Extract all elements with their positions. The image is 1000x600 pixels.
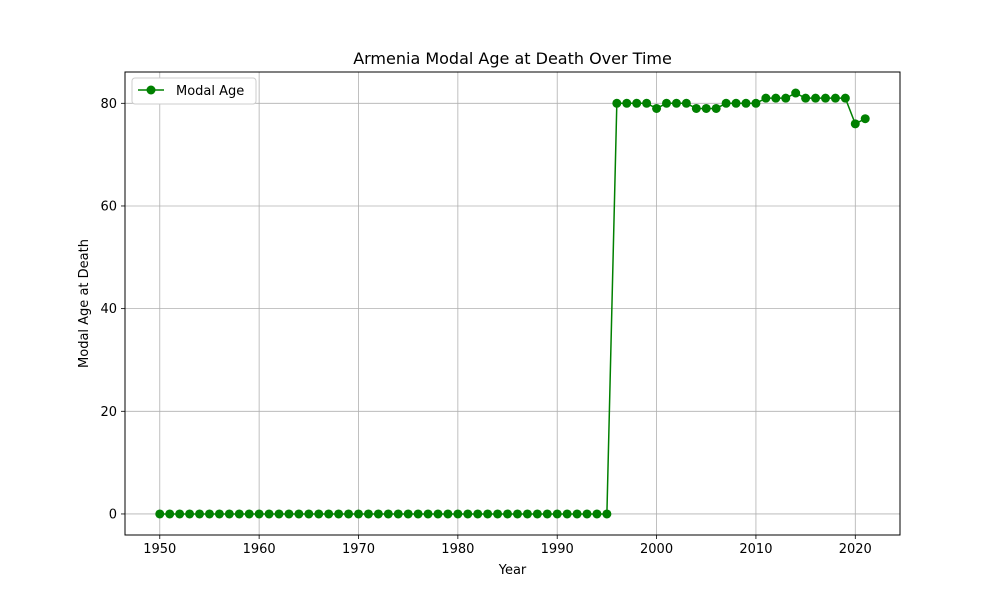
- data-point: [314, 509, 324, 519]
- data-point: [522, 509, 532, 519]
- data-point: [483, 509, 493, 519]
- data-point: [463, 509, 473, 519]
- data-point: [741, 98, 751, 108]
- data-point: [453, 509, 463, 519]
- x-tick-label: 1950: [143, 542, 176, 557]
- data-point: [592, 509, 602, 519]
- x-tick-label: 2010: [739, 542, 772, 557]
- x-tick-label: 1980: [441, 542, 474, 557]
- y-tick-label: 0: [109, 507, 117, 522]
- data-point: [751, 98, 761, 108]
- data-point: [473, 509, 483, 519]
- data-point: [771, 93, 781, 103]
- x-tick-label: 1990: [541, 542, 574, 557]
- data-point: [830, 93, 840, 103]
- y-axis: 0 20 40 60 80: [100, 97, 125, 522]
- x-tick-label: 2020: [839, 542, 872, 557]
- data-point: [344, 509, 354, 519]
- data-point: [652, 103, 662, 113]
- data-point: [234, 509, 244, 519]
- data-point: [433, 509, 443, 519]
- data-point: [493, 509, 503, 519]
- series-layer: [155, 88, 870, 519]
- data-point: [662, 98, 672, 108]
- data-point: [791, 88, 801, 98]
- data-point: [204, 509, 214, 519]
- data-point: [612, 98, 622, 108]
- data-point: [512, 509, 522, 519]
- legend-entry-label: Modal Age: [176, 84, 244, 99]
- data-point: [264, 509, 274, 519]
- data-point: [254, 509, 264, 519]
- data-point: [622, 98, 632, 108]
- data-point: [503, 509, 513, 519]
- data-point: [324, 509, 334, 519]
- data-point: [403, 509, 413, 519]
- data-point: [155, 509, 165, 519]
- legend-box: [131, 77, 257, 105]
- data-point: [731, 98, 741, 108]
- data-point: [801, 93, 811, 103]
- data-point: [840, 93, 850, 103]
- plot-frame: [124, 71, 901, 536]
- data-point: [413, 509, 423, 519]
- data-point: [642, 98, 652, 108]
- legend-marker-swatch: [146, 85, 156, 95]
- data-point: [393, 509, 403, 519]
- x-tick-label: 1970: [342, 542, 375, 557]
- data-point: [175, 509, 185, 519]
- data-point: [711, 103, 721, 113]
- data-point: [363, 509, 373, 519]
- y-axis-label: Modal Age at Death: [77, 239, 92, 368]
- data-point: [195, 509, 205, 519]
- data-point: [582, 509, 592, 519]
- y-tick-label: 40: [100, 302, 117, 317]
- data-point: [691, 103, 701, 113]
- x-tick-label: 1960: [243, 542, 276, 557]
- data-point: [860, 114, 870, 124]
- data-point: [562, 509, 572, 519]
- data-point: [294, 509, 304, 519]
- data-point: [721, 98, 731, 108]
- data-point: [820, 93, 830, 103]
- data-point: [304, 509, 314, 519]
- data-point: [185, 509, 195, 519]
- data-point: [632, 98, 642, 108]
- x-axis-label: Year: [498, 563, 527, 578]
- data-point: [532, 509, 542, 519]
- data-point: [274, 509, 284, 519]
- data-point: [781, 93, 791, 103]
- y-tick-label: 20: [100, 405, 117, 420]
- data-point: [353, 509, 363, 519]
- y-tick-label: 80: [100, 97, 117, 112]
- data-point: [602, 509, 612, 519]
- legend: Modal Age: [131, 77, 257, 105]
- data-point: [681, 98, 691, 108]
- data-point: [671, 98, 681, 108]
- data-point: [443, 509, 453, 519]
- data-point: [334, 509, 344, 519]
- data-point: [761, 93, 771, 103]
- y-tick-label: 60: [100, 199, 117, 214]
- data-point: [811, 93, 821, 103]
- data-point: [284, 509, 294, 519]
- data-point: [244, 509, 254, 519]
- data-point: [423, 509, 433, 519]
- data-point: [383, 509, 393, 519]
- data-point: [701, 103, 711, 113]
- data-point: [850, 119, 860, 129]
- data-point: [165, 509, 175, 519]
- x-tick-label: 2000: [640, 542, 673, 557]
- data-point: [224, 509, 234, 519]
- data-point: [542, 509, 552, 519]
- data-point: [552, 509, 562, 519]
- data-point: [572, 509, 582, 519]
- chart-title: Armenia Modal Age at Death Over Time: [353, 49, 672, 68]
- data-point: [214, 509, 224, 519]
- data-point: [373, 509, 383, 519]
- x-axis: 1950 1960 1970 1980 1990 2000 2010 2020: [143, 535, 872, 557]
